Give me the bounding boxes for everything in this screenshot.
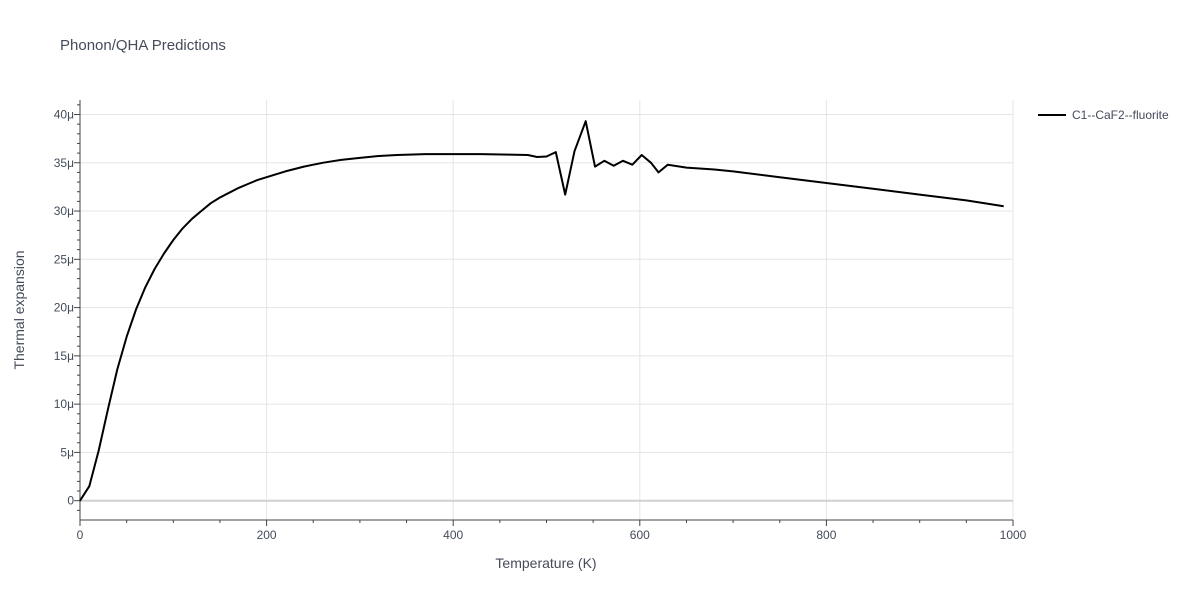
chart-title: Phonon/QHA Predictions: [60, 37, 226, 54]
y-tick-label: 5μ: [60, 445, 74, 459]
y-tick-label: 0: [67, 494, 74, 508]
x-tick-label: 800: [816, 528, 836, 542]
x-tick-label: 1000: [1000, 528, 1027, 542]
x-axis-title: Temperature (K): [495, 555, 596, 571]
x-tick-label: 0: [77, 528, 84, 542]
y-tick-label: 30μ: [54, 204, 74, 218]
legend[interactable]: C1--CaF2--fluorite: [1038, 108, 1169, 122]
y-tick-label: 35μ: [54, 156, 74, 170]
y-tick-label: 25μ: [54, 252, 74, 266]
legend-label[interactable]: C1--CaF2--fluorite: [1072, 108, 1169, 122]
y-tick-label: 10μ: [54, 397, 74, 411]
grid: [80, 100, 1014, 520]
y-tick-label: 20μ: [54, 301, 74, 315]
x-tick-label: 600: [630, 528, 650, 542]
x-tick-label: 400: [443, 528, 463, 542]
series-group: [79, 120, 1004, 502]
y-tick-label: 15μ: [54, 349, 74, 363]
ticks: 0 200 400 600 800 1000 0 5μ 10μ 15μ 20μ 25μ 30μ 35μ 40…: [54, 104, 1027, 542]
x-tick-label: 200: [257, 528, 277, 542]
y-tick-label: 40μ: [54, 107, 74, 121]
series-line[interactable]: [79, 120, 1004, 502]
y-axis-title: Thermal expansion: [11, 250, 27, 369]
